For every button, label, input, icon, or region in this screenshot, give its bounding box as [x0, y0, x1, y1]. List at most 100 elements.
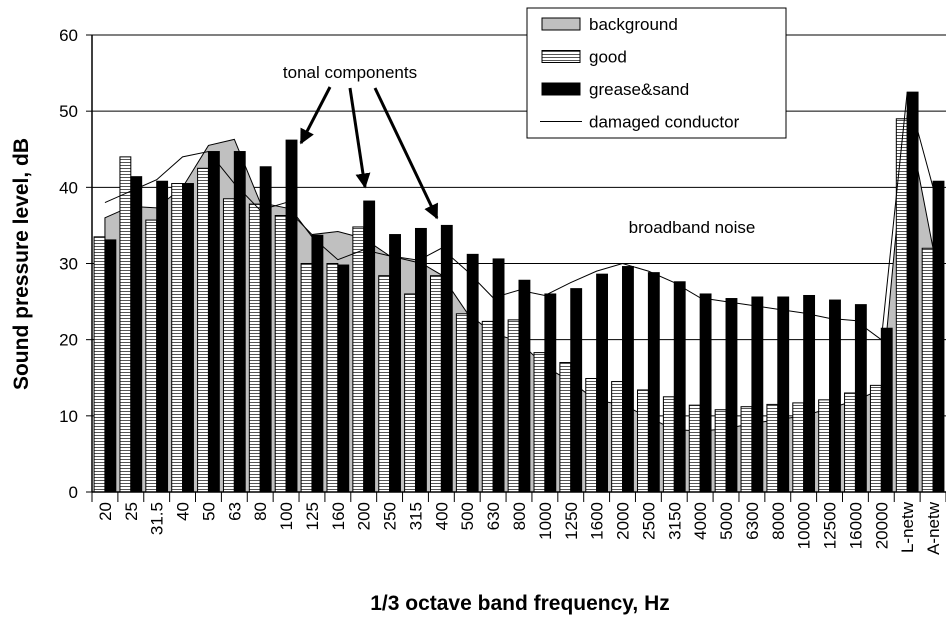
bar: [792, 402, 805, 493]
bar: [725, 298, 738, 493]
x-tick-label: 31.5: [148, 502, 167, 535]
bar: [93, 236, 106, 493]
x-tick-label: 400: [432, 502, 451, 530]
bar: [921, 247, 934, 493]
bar: [662, 396, 675, 493]
bar: [507, 319, 520, 493]
x-tick-label: 200: [355, 502, 374, 530]
x-tick-label: 250: [381, 502, 400, 530]
bar: [906, 91, 919, 493]
x-tick-label: 630: [484, 502, 503, 530]
bar: [869, 384, 882, 493]
bar: [363, 200, 376, 493]
bar: [766, 403, 779, 493]
x-tick-label: L-netw: [898, 501, 917, 553]
x-tick-label: 1600: [588, 502, 607, 540]
bar: [337, 264, 350, 493]
bar: [455, 313, 468, 493]
bar: [352, 226, 365, 493]
x-tick-label: A-netw: [924, 501, 943, 555]
bar: [932, 180, 945, 493]
y-tick-label: 20: [59, 331, 78, 350]
bar: [311, 234, 324, 493]
bar: [880, 327, 893, 493]
y-tick-label: 30: [59, 255, 78, 274]
bar: [130, 176, 143, 493]
x-tick-label: 5000: [717, 502, 736, 540]
y-axis-title: Sound pressure level, dB: [10, 138, 33, 390]
x-tick-label: 20000: [872, 502, 891, 549]
bar: [740, 406, 753, 493]
x-tick-label: 160: [329, 502, 348, 530]
x-tick-label: 125: [303, 502, 322, 530]
x-tick-label: 20: [96, 502, 115, 521]
x-tick-label: 500: [458, 502, 477, 530]
bar: [466, 253, 479, 493]
bar: [611, 381, 624, 493]
bar: [699, 293, 712, 493]
bar: [274, 215, 287, 493]
x-tick-label: 800: [510, 502, 529, 530]
bar: [414, 227, 427, 493]
bar: [207, 151, 220, 493]
bar: [688, 404, 701, 493]
bar: [544, 293, 557, 493]
bar: [378, 275, 391, 493]
bar: [895, 118, 908, 493]
y-tick-label: 0: [69, 483, 78, 502]
arrow: [373, 87, 439, 220]
bar: [285, 139, 298, 493]
bar: [818, 399, 831, 493]
x-tick-label: 3150: [665, 502, 684, 540]
bar: [404, 293, 416, 493]
bar: [559, 362, 572, 493]
bar: [429, 275, 442, 493]
bar: [119, 156, 132, 493]
x-tick-label: 12500: [821, 502, 840, 549]
x-tick-label: 63: [225, 502, 244, 521]
bar: [197, 167, 209, 493]
bar: [637, 389, 649, 493]
bar: [714, 409, 727, 493]
legend-swatch: [541, 82, 581, 96]
arrow: [299, 86, 332, 145]
legend-label: good: [589, 48, 627, 67]
line: [104, 91, 934, 341]
bar: [844, 392, 856, 493]
bar: [803, 294, 816, 493]
bar: [222, 198, 235, 493]
x-tick-label: 50: [199, 502, 218, 521]
bar: [440, 224, 453, 493]
bar: [171, 183, 184, 493]
arrow: [348, 87, 371, 189]
bar: [300, 263, 313, 493]
bar: [492, 258, 505, 493]
annotation-arrows: [299, 86, 439, 220]
x-tick-label: 10000: [795, 502, 814, 549]
y-tick-label: 40: [59, 178, 78, 197]
y-tick-label: 60: [59, 26, 78, 45]
bar: [854, 304, 867, 493]
bar: [622, 266, 634, 493]
x-tick-label: 8000: [769, 502, 788, 540]
bar: [182, 183, 194, 493]
x-tick-label: 80: [251, 502, 270, 521]
bar: [518, 279, 531, 493]
legend-label: background: [589, 15, 678, 34]
x-tick-label: 2000: [614, 502, 633, 540]
bar: [248, 203, 261, 493]
bar: [777, 296, 790, 493]
x-axis-title: 1/3 octave band frequency, Hz: [370, 592, 670, 615]
annotation: tonal components: [283, 63, 417, 82]
bar: [570, 288, 583, 493]
x-tick-label: 315: [406, 502, 425, 530]
x-tick-label: 16000: [846, 502, 865, 549]
bar: [326, 263, 339, 493]
x-tick-label: 1000: [536, 502, 555, 540]
x-tick-label: 4000: [691, 502, 710, 540]
bar: [104, 239, 117, 493]
bar: [233, 151, 246, 493]
legend: background good grease&sand damaged conduct…: [526, 7, 787, 139]
y-tick-label: 10: [59, 407, 78, 426]
